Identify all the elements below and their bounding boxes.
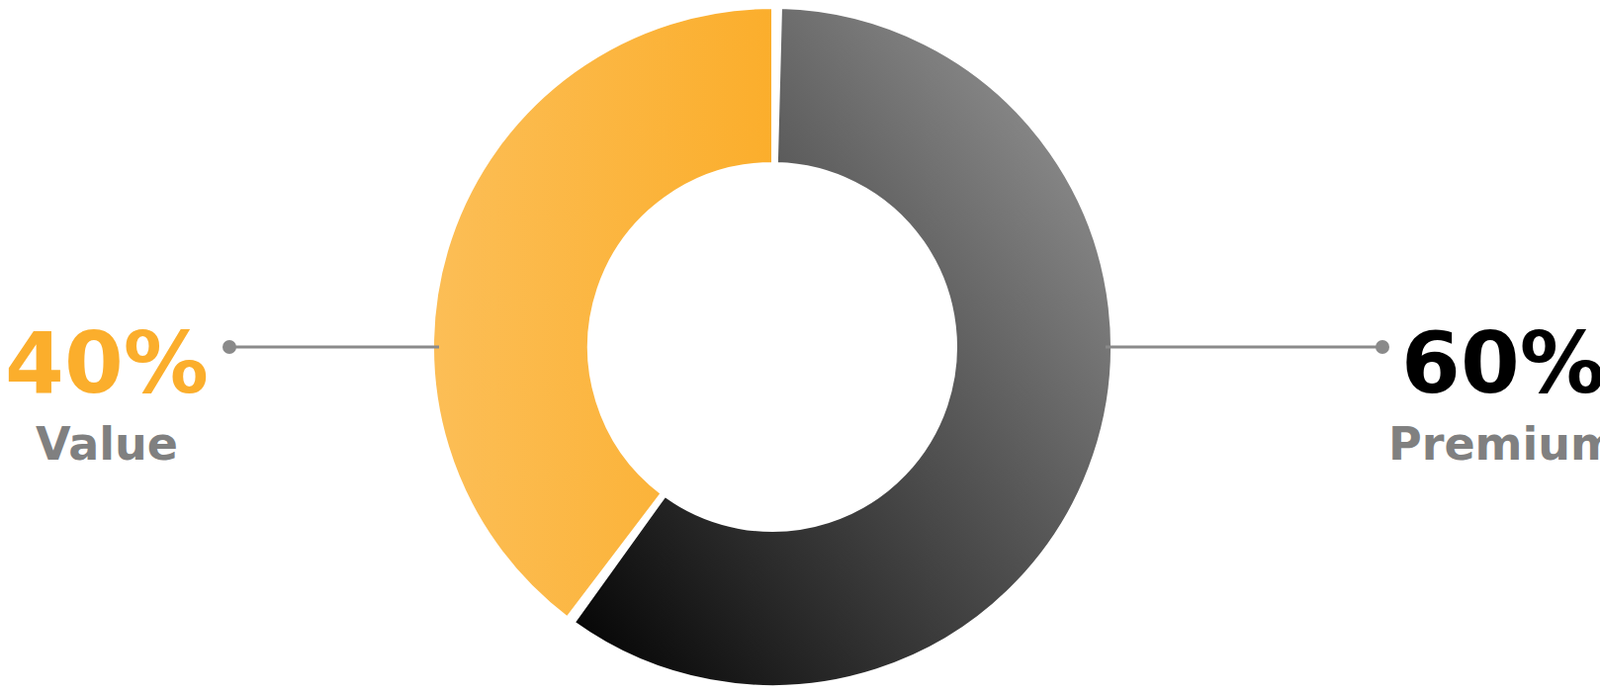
svg-text:Premium: Premium <box>1388 417 1600 471</box>
svg-text:60%: 60% <box>1401 313 1600 413</box>
svg-text:40%: 40% <box>4 313 209 413</box>
svg-text:Value: Value <box>35 417 178 471</box>
